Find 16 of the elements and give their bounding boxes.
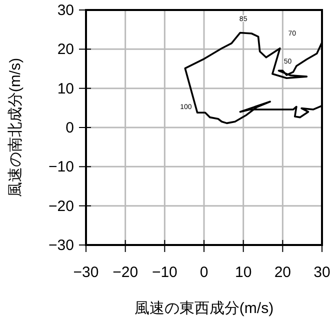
x-axis-title: 風速の東西成分(m/s)	[134, 300, 274, 317]
y-tick-label: −30	[48, 237, 74, 254]
y-tick-label: −10	[48, 158, 74, 176]
x-tick-label: −20	[112, 264, 138, 281]
y-tick-label: −20	[48, 198, 74, 215]
x-tick-label: 20	[274, 264, 292, 281]
x-tick-label: 30	[314, 264, 330, 281]
x-tick-label: 10	[234, 264, 252, 281]
x-tick-label: 0	[200, 264, 208, 281]
y-axis-title: 風速の南北成分(m/s)	[7, 58, 24, 198]
y-tick-label: 0	[66, 120, 74, 136]
x-tick-label: −10	[152, 264, 178, 281]
x-tick-label: −30	[73, 264, 99, 281]
y-tick-label: 20	[57, 41, 74, 58]
y-tick-label: 10	[57, 80, 74, 98]
y-tick-label: 30	[57, 2, 74, 19]
